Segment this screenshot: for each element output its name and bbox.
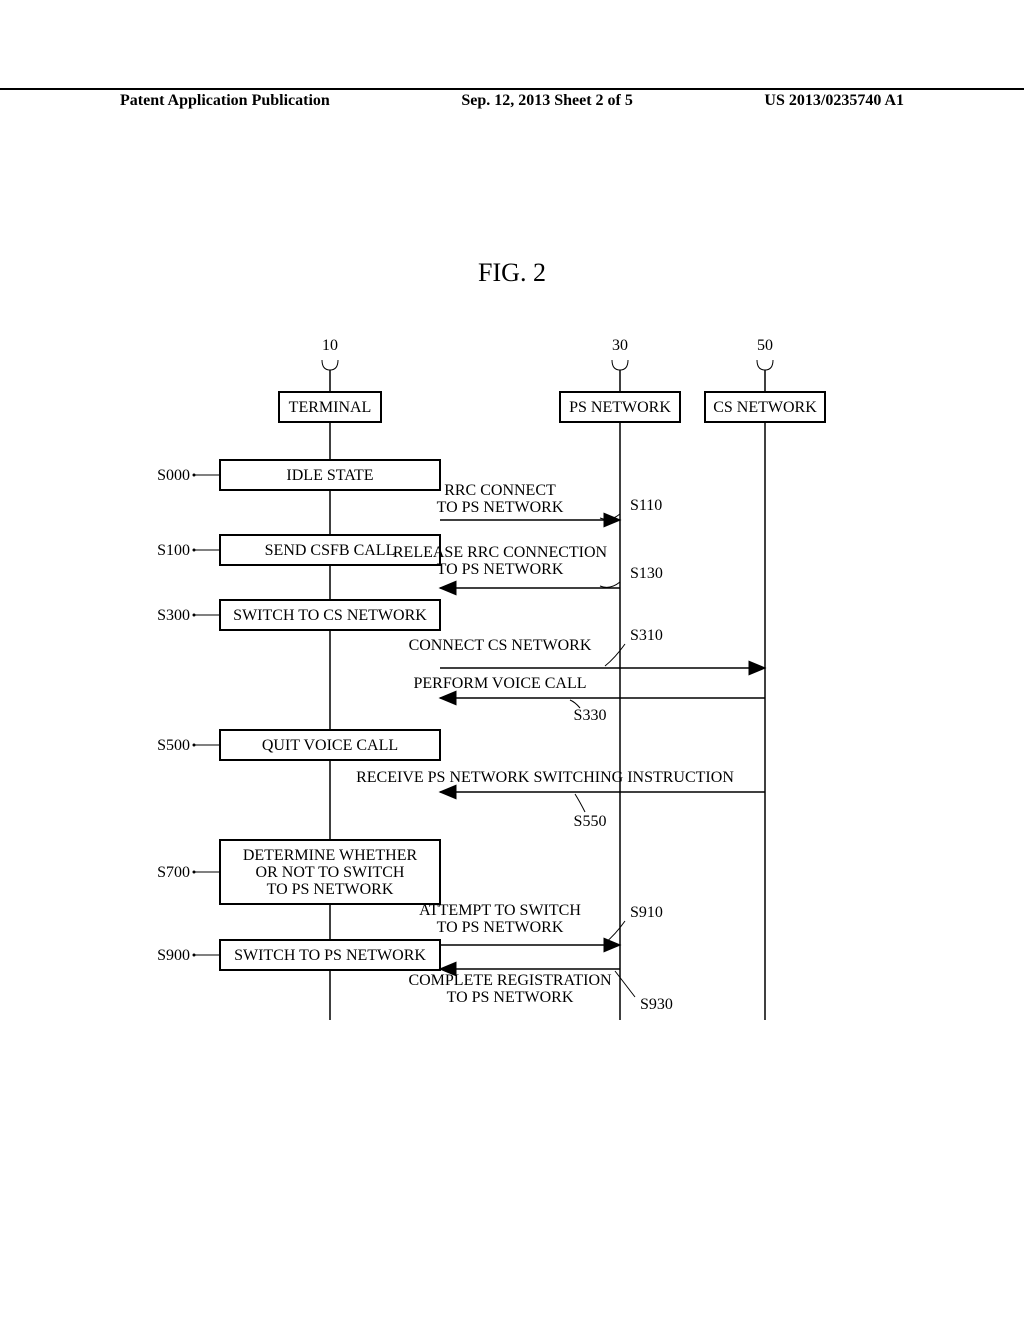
- state-box-text: SWITCH TO CS NETWORK: [233, 607, 427, 624]
- lane-label: TERMINAL: [289, 399, 372, 416]
- lane-leader: [612, 360, 628, 370]
- message-ref: S550: [574, 813, 607, 830]
- lane-leader: [757, 360, 773, 370]
- sequence-diagram: TERMINAL 10 PS NETWORK 30 CS NETWORK 50 IDLE S…: [0, 330, 1024, 1050]
- state-box-text: TO PS NETWORK: [267, 881, 394, 898]
- message-label: TO PS NETWORK: [447, 989, 574, 1006]
- step-ref: S500: [157, 737, 190, 754]
- step-ref: S100: [157, 542, 190, 559]
- message-ref: S310: [630, 627, 663, 644]
- lane-id: 30: [612, 337, 628, 354]
- state-box-text: OR NOT TO SWITCH: [256, 864, 405, 881]
- state-box-text: IDLE STATE: [286, 467, 373, 484]
- page-header: Patent Application Publication Sep. 12, …: [0, 88, 1024, 110]
- message-label: CONNECT CS NETWORK: [409, 637, 592, 654]
- lane-label: CS NETWORK: [713, 399, 817, 416]
- message-ref: S330: [574, 707, 607, 724]
- state-box-text: SWITCH TO PS NETWORK: [234, 947, 426, 964]
- message-label: TO PS NETWORK: [437, 499, 564, 516]
- message-label: COMPLETE REGISTRATION: [408, 972, 612, 989]
- state-box-text: QUIT VOICE CALL: [262, 737, 398, 754]
- lane-id: 50: [757, 337, 773, 354]
- message-label: RELEASE RRC CONNECTION: [393, 544, 608, 561]
- state-box-text: DETERMINE WHETHER: [243, 847, 418, 864]
- message-label: PERFORM VOICE CALL: [413, 675, 586, 692]
- header-left: Patent Application Publication: [120, 92, 330, 110]
- message-label: RECEIVE PS NETWORK SWITCHING INSTRUCTION: [356, 769, 734, 786]
- message-ref: S930: [640, 996, 673, 1013]
- header-center: Sep. 12, 2013 Sheet 2 of 5: [461, 92, 633, 110]
- message-label: TO PS NETWORK: [437, 561, 564, 578]
- state-box-text: SEND CSFB CALL: [265, 542, 396, 559]
- step-ref: S300: [157, 607, 190, 624]
- message-label: RRC CONNECT: [444, 482, 556, 499]
- lane-leader: [322, 360, 338, 370]
- lane-id: 10: [322, 337, 338, 354]
- message-label: TO PS NETWORK: [437, 919, 564, 936]
- step-ref: S000: [157, 467, 190, 484]
- figure-title: FIG. 2: [0, 258, 1024, 288]
- message-label: ATTEMPT TO SWITCH: [419, 902, 581, 919]
- step-ref: S900: [157, 947, 190, 964]
- step-ref: S700: [157, 864, 190, 881]
- lane-label: PS NETWORK: [569, 399, 671, 416]
- message-ref: S910: [630, 904, 663, 921]
- message-ref: S130: [630, 565, 663, 582]
- header-right: US 2013/0235740 A1: [764, 92, 904, 110]
- message-ref: S110: [630, 497, 662, 514]
